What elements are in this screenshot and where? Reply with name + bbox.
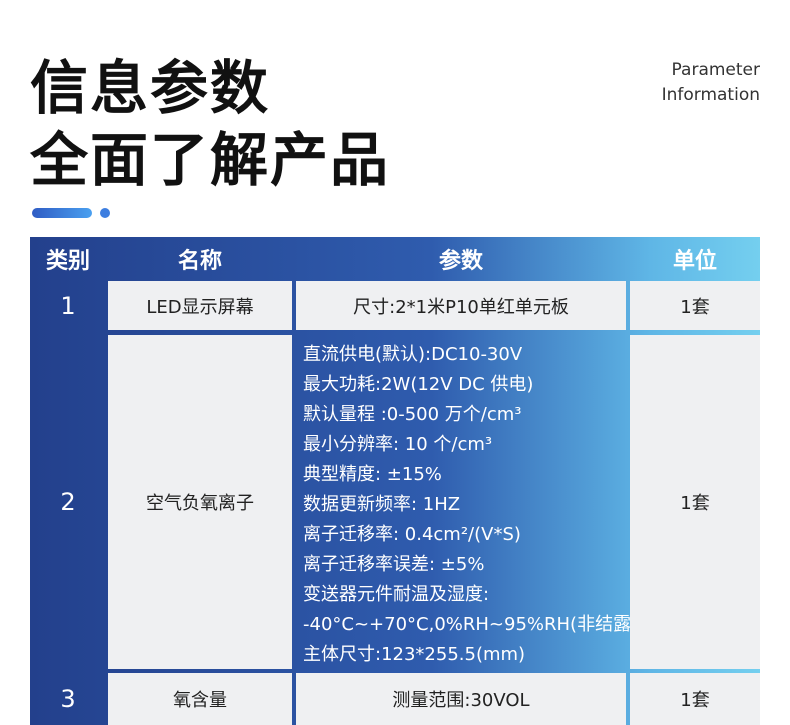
name-cell: LED显示屏幕 [108,281,292,330]
param-line: 变送器元件耐温及湿度: [303,584,490,605]
column-header: 类别 [45,249,90,274]
param-cell: 尺寸:2*1米P10单红单元板 [296,281,626,330]
param-line: -40°C~+70°C,0%RH~95%RH(非结露) [303,614,639,635]
subtitle-line: Information [661,85,760,105]
category-cell: 2 [60,488,76,516]
param-line: 离子迁移率: 0.4cm²/(V*S) [303,524,521,545]
column-header: 单位 [672,249,717,274]
column-header: 参数 [438,249,483,274]
unit-cell: 1套 [630,335,760,669]
param-line: 最小分辨率: 10 个/cm³ [303,434,493,455]
title-line: 全面了解产品 [30,126,391,194]
param-cell: 测量范围:30VOL [296,673,626,725]
param-line: 直流供电(默认):DC10-30V [303,344,523,365]
param-line: 主体尺寸:123*255.5(mm) [303,644,526,665]
category-cell: 1 [60,291,76,320]
param-line: 离子迁移率误差: ±5% [303,554,485,575]
decor-dot [100,208,110,218]
subtitle-line: Parameter [671,60,760,80]
param-line: 典型精度: ±15% [303,464,442,485]
category-cell: 3 [60,685,76,713]
name-cell: 空气负氧离子 [108,335,292,669]
unit-cell: 1套 [630,281,760,330]
unit-cell: 1套 [630,673,760,725]
column-header: 名称 [177,249,222,274]
param-line: 默认量程 :0-500 万个/cm³ [303,404,522,425]
decor-bar [32,208,92,218]
param-line: 数据更新频率: 1HZ [303,494,461,515]
name-cell: 氧含量 [108,673,292,725]
title-line: 信息参数 [30,54,271,122]
param-line: 最大功耗:2W(12V DC 供电) [303,374,534,395]
